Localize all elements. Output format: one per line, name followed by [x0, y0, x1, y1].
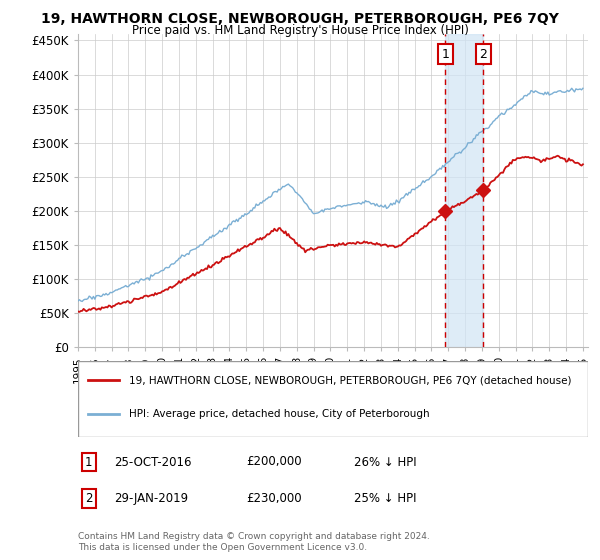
Text: HPI: Average price, detached house, City of Peterborough: HPI: Average price, detached house, City…: [129, 409, 430, 419]
Text: 29-JAN-2019: 29-JAN-2019: [114, 492, 188, 505]
Text: 19, HAWTHORN CLOSE, NEWBOROUGH, PETERBOROUGH, PE6 7QY: 19, HAWTHORN CLOSE, NEWBOROUGH, PETERBOR…: [41, 12, 559, 26]
Text: 26% ↓ HPI: 26% ↓ HPI: [354, 455, 416, 469]
Text: 1: 1: [442, 48, 449, 60]
Text: 2: 2: [85, 492, 92, 505]
Text: £230,000: £230,000: [246, 492, 302, 505]
Text: 25-OCT-2016: 25-OCT-2016: [114, 455, 191, 469]
Text: 19, HAWTHORN CLOSE, NEWBOROUGH, PETERBOROUGH, PE6 7QY (detached house): 19, HAWTHORN CLOSE, NEWBOROUGH, PETERBOR…: [129, 375, 571, 385]
Text: £200,000: £200,000: [246, 455, 302, 469]
Text: Price paid vs. HM Land Registry's House Price Index (HPI): Price paid vs. HM Land Registry's House …: [131, 24, 469, 36]
Text: 25% ↓ HPI: 25% ↓ HPI: [354, 492, 416, 505]
Bar: [445, 34, 484, 347]
Text: Contains HM Land Registry data © Crown copyright and database right 2024.
This d: Contains HM Land Registry data © Crown c…: [78, 532, 430, 552]
FancyBboxPatch shape: [78, 361, 588, 437]
Text: 2: 2: [479, 48, 487, 60]
Text: 1: 1: [85, 455, 92, 469]
